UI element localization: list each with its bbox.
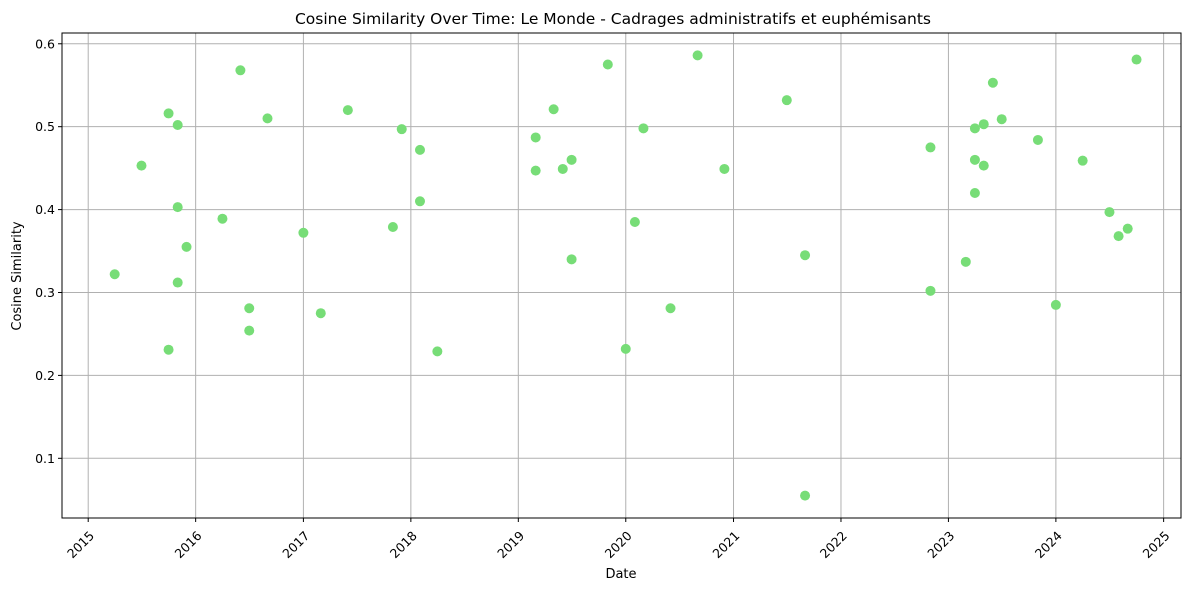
x-axis-label: Date: [605, 567, 636, 582]
data-point: [1113, 231, 1124, 242]
data-point: [800, 250, 811, 261]
data-point: [172, 202, 183, 213]
data-point: [629, 217, 640, 228]
points: [109, 50, 1142, 501]
data-point: [781, 95, 792, 106]
data-point: [566, 154, 577, 165]
data-point: [602, 59, 613, 70]
data-point: [620, 343, 631, 354]
x-tick-label: 2017: [279, 528, 312, 561]
data-point: [163, 344, 174, 355]
data-point: [969, 188, 980, 199]
data-point: [987, 77, 998, 88]
data-point: [172, 120, 183, 131]
data-point: [566, 254, 577, 265]
data-point: [244, 325, 255, 336]
data-point: [557, 163, 568, 174]
data-point: [414, 196, 425, 207]
y-tick-label: 0.5: [35, 119, 55, 134]
y-tick-label: 0.4: [35, 202, 55, 217]
x-tick-label: 2021: [709, 528, 742, 561]
data-point: [996, 114, 1007, 125]
data-point: [217, 213, 228, 224]
data-point: [1104, 207, 1115, 218]
data-point: [414, 144, 425, 155]
data-point: [244, 303, 255, 314]
y-tick-label: 0.3: [35, 285, 55, 300]
data-point: [548, 104, 559, 115]
data-point: [298, 227, 309, 238]
x-axis: 2015 2016 2017 2018 2019 2020 2021 2022 2023 2024…: [64, 518, 1173, 561]
plot-frame: [61, 32, 1182, 519]
data-point: [978, 119, 989, 130]
data-point: [235, 65, 246, 76]
data-point: [969, 123, 980, 134]
data-point: [530, 132, 541, 143]
data-point: [172, 277, 183, 288]
data-point: [1032, 134, 1043, 145]
x-tick-label: 2018: [387, 528, 420, 561]
data-point: [109, 269, 120, 280]
data-point: [960, 256, 971, 267]
data-point: [1077, 155, 1088, 166]
x-tick-label: 2019: [494, 528, 527, 561]
data-point: [925, 285, 936, 296]
data-point: [181, 241, 192, 252]
data-point: [719, 163, 730, 174]
data-point: [800, 490, 811, 501]
data-point: [925, 142, 936, 153]
data-point: [530, 165, 541, 176]
data-point: [315, 308, 326, 319]
data-point: [978, 160, 989, 171]
x-tick-label: 2015: [64, 528, 97, 561]
chart-title: Cosine Similarity Over Time: Le Monde - …: [295, 10, 931, 28]
data-point: [1050, 299, 1061, 310]
x-tick-label: 2024: [1032, 528, 1065, 561]
x-tick-label: 2023: [924, 528, 957, 561]
data-point: [163, 108, 174, 119]
data-point: [262, 113, 273, 124]
x-tick-label: 2016: [172, 528, 205, 561]
data-point: [969, 154, 980, 165]
data-point: [432, 346, 443, 357]
data-point: [1131, 54, 1142, 65]
grid: [62, 33, 1181, 518]
data-point: [342, 105, 353, 116]
y-axis: 0.1 0.2 0.3 0.4 0.5 0.6: [35, 36, 62, 466]
x-tick-label: 2025: [1139, 528, 1172, 561]
y-tick-label: 0.1: [35, 451, 55, 466]
y-axis-label: Cosine Similarity: [10, 221, 25, 331]
data-point: [396, 124, 407, 135]
data-point: [387, 222, 398, 232]
x-tick-label: 2020: [602, 528, 635, 561]
x-tick-label: 2022: [817, 528, 850, 561]
y-tick-label: 0.6: [35, 36, 55, 51]
y-tick-label: 0.2: [35, 368, 55, 383]
data-point: [1122, 223, 1133, 234]
data-point: [638, 123, 649, 134]
data-point: [692, 50, 703, 61]
data-point: [665, 303, 676, 314]
data-point: [136, 160, 147, 171]
